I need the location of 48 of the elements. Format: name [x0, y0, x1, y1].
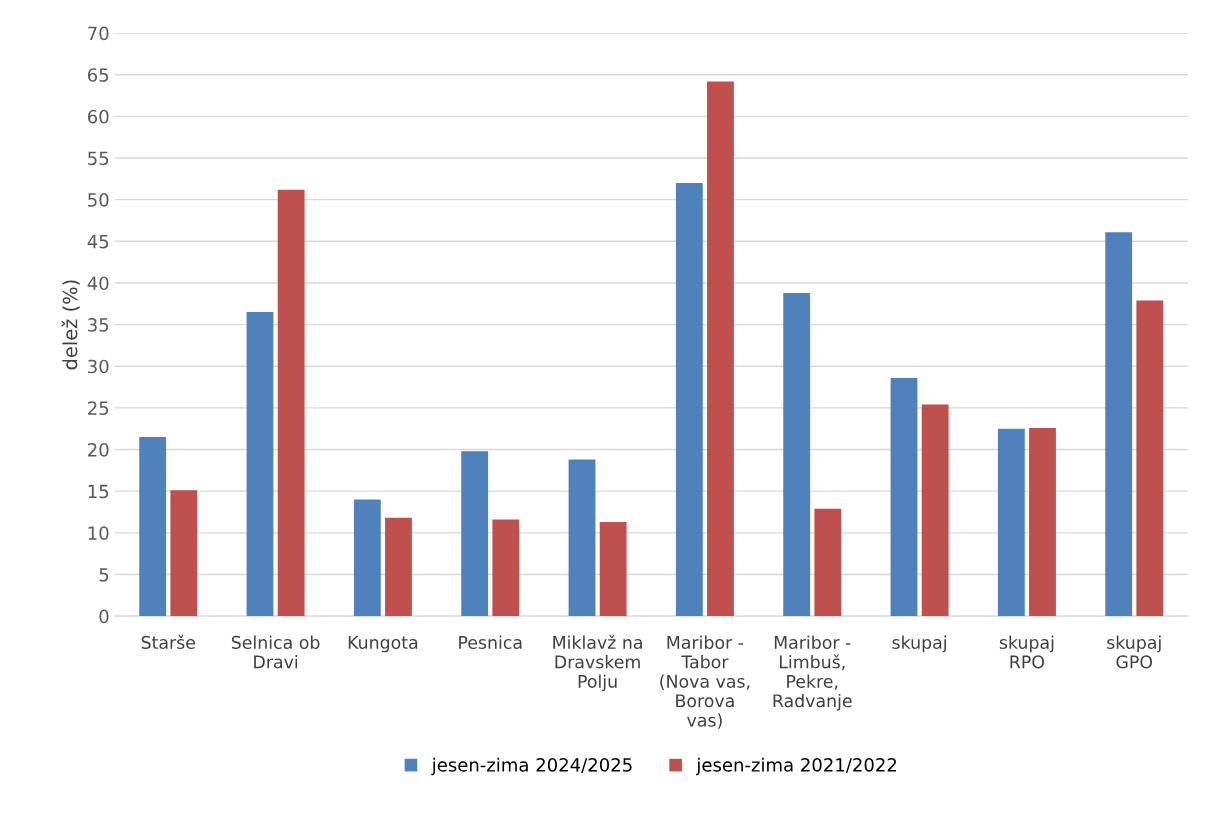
- x-tick-label: Kungota: [348, 636, 418, 653]
- y-tick-label: 55: [88, 151, 109, 166]
- y-tick-label: 70: [88, 26, 109, 41]
- bar: [461, 451, 489, 617]
- bar: [277, 189, 305, 617]
- x-tick-label: Maribor - Tabor (Nova vas, Borova vas): [660, 635, 750, 729]
- y-tick-label: 45: [87, 235, 109, 249]
- bar: [492, 519, 520, 617]
- x-tick-label: skupaj GPO: [1107, 635, 1161, 669]
- legend-label: jesen-zima 2021/2022: [696, 757, 897, 776]
- y-tick-label: 0: [99, 609, 109, 624]
- y-tick-label: 30: [88, 359, 109, 374]
- x-tick-label: Pesnica: [459, 635, 522, 649]
- bar: [707, 81, 734, 617]
- x-tick-label: Starše: [141, 634, 195, 649]
- bar: [997, 428, 1025, 617]
- bar: [385, 517, 412, 617]
- y-tick-label: 15: [88, 484, 109, 499]
- bar: [890, 377, 918, 617]
- y-tick-label: 40: [87, 276, 109, 291]
- bar: [814, 508, 842, 617]
- bar: [675, 183, 703, 617]
- x-tick-label: Maribor - Limbuš, Pekre, Radvanje: [773, 635, 852, 711]
- x-tick-label: Selnica ob Dravi: [231, 635, 320, 669]
- x-tick-label: skupaj: [892, 635, 946, 653]
- bar: [139, 437, 167, 617]
- y-tick-label: 60: [87, 109, 109, 124]
- bar: [1105, 232, 1133, 617]
- bar: [568, 459, 596, 617]
- bar: [246, 312, 274, 617]
- legend-label: jesen-zima 2024/2025: [431, 757, 632, 776]
- bar: [1136, 300, 1164, 617]
- y-axis-title: delež (%): [61, 280, 80, 370]
- y-tick-label: 25: [88, 401, 109, 415]
- y-tick-label: 5: [99, 568, 109, 582]
- y-tick-label: 65: [87, 68, 109, 82]
- bar: [170, 490, 198, 617]
- y-tick-label: 10: [88, 526, 109, 540]
- bar: [599, 522, 627, 617]
- y-tick-label: 35: [88, 318, 109, 332]
- bar: [353, 499, 381, 617]
- bar: [783, 292, 811, 617]
- y-tick-label: 50: [88, 193, 109, 207]
- y-tick-label: 20: [88, 442, 109, 457]
- bar: [921, 404, 949, 617]
- x-tick-label: Miklavž na Dravskem Polju: [553, 634, 642, 692]
- x-tick-label: skupaj RPO: [999, 635, 1054, 669]
- bar: [1029, 427, 1056, 617]
